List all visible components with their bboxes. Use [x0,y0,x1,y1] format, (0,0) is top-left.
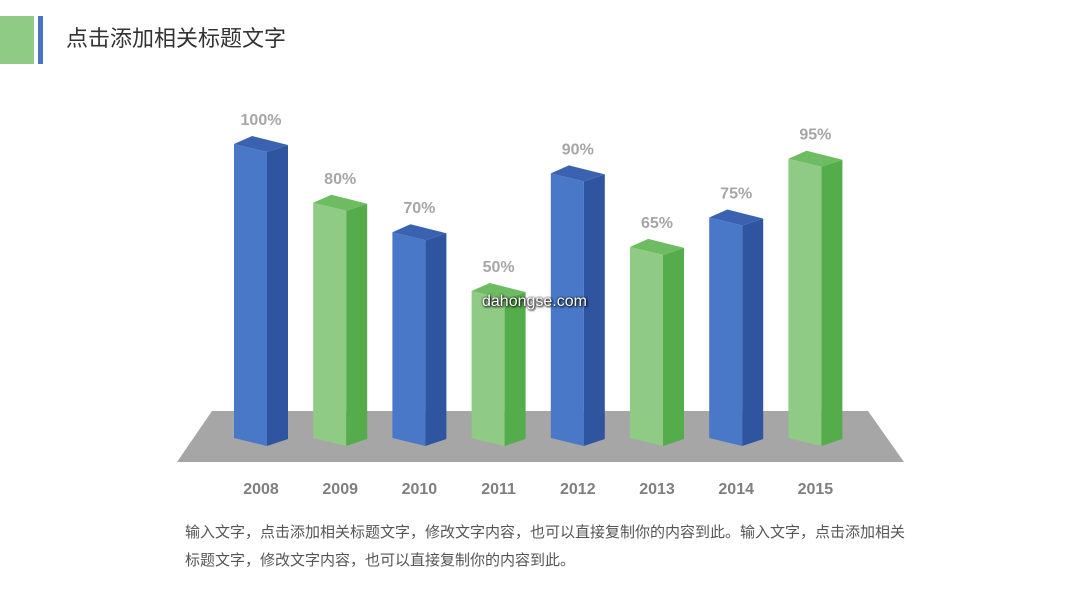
x-tick-label: 2012 [560,481,596,498]
bar-2014 [709,209,764,446]
bar-2015 [788,150,843,446]
watermark: dahongse.com [482,293,587,310]
bar-front [392,232,426,446]
bar-top [234,136,288,152]
bar-2013 [630,238,684,446]
x-tick-label: 2008 [243,481,279,498]
bar-front [709,217,743,446]
bar-side [742,218,764,446]
chart-bars [234,136,843,446]
header-blue-bar [38,16,43,64]
bar-top [709,209,764,226]
value-label: 75% [720,186,752,203]
x-tick-label: 2011 [481,481,516,498]
bar-side [583,174,605,446]
bar-2012 [550,165,605,446]
value-label: 70% [403,200,435,217]
bar-2008 [234,136,288,446]
x-tick-label: 2009 [322,481,358,498]
value-label: 50% [483,259,515,276]
value-label: 100% [241,112,282,129]
x-tick-label: 2013 [639,481,675,498]
bar-top [471,283,526,299]
chart-value-labels: 100% 80% 70% 50% 90% 65% 75% 95% [241,112,832,276]
x-tick-label: 2015 [798,481,834,498]
bar-side [267,145,288,446]
value-label: 90% [562,141,594,158]
bar-top [313,194,368,211]
bar-side [425,233,447,446]
value-label: 65% [641,215,673,232]
bar-side [663,247,684,446]
bar-side [504,292,526,446]
value-label: 80% [324,171,356,188]
bar-top [788,150,843,167]
body-text[interactable]: 输入文字，点击添加相关标题文字，修改文字内容，也可以直接复制你的内容到此。输入文… [185,523,906,569]
bar-front [550,173,584,446]
bar-2011 [471,283,526,446]
bar-front [234,144,267,446]
bar-top [550,165,605,182]
bar-2009 [313,194,368,446]
value-label: 95% [799,127,831,144]
page-title[interactable]: 点击添加相关标题文字 [66,27,287,52]
header-green-block [0,16,34,64]
bar-front [313,202,347,446]
bar-front [630,246,663,446]
x-tick-label: 2014 [718,481,754,498]
bar-top [630,238,684,255]
bar-front [471,291,505,446]
chart-x-axis-labels: 2008 2009 2010 2011 2012 2013 2014 2015 [243,481,833,498]
x-tick-label: 2010 [402,481,438,498]
bar-2010 [392,224,447,446]
bar-side [821,159,843,446]
bar-side [346,203,368,446]
bar-top [392,224,447,241]
bar-front [788,158,822,446]
